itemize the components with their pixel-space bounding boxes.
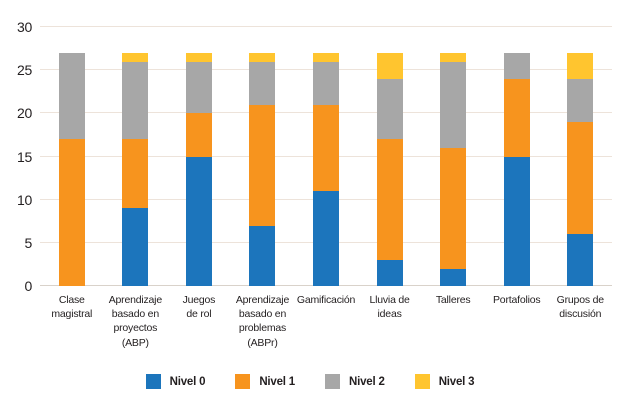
bar-segment [376,260,403,286]
legend-item: Nivel 2 [325,374,385,389]
bar-segment [122,139,149,209]
bar-segment [313,52,340,62]
x-axis-label: Clase magistral [51,294,93,321]
legend-swatch-icon [145,374,161,389]
x-axis-labels: Clase magistral Aprendizaje basado en pro… [40,293,612,350]
bar-segment [567,78,594,122]
y-tick-label: 20 [17,105,32,122]
bar-slot [40,27,104,286]
x-axis-label: Aprendizaje basado en proyectos (ABP) [108,294,162,349]
x-axis-label: Aprendizaje basado en problemas (ABPr) [235,294,290,349]
bar-segment [122,208,149,286]
legend-label: Nivel 1 [259,375,295,388]
gridline-30 [40,26,612,27]
x-axis-label: Gamificación [296,294,356,306]
bar-segment [249,225,276,286]
x-axis-label: Juegos de rol [182,294,216,321]
bar-segment [58,139,85,286]
bar-slot [421,27,485,286]
x-axis-label: Talleres [435,294,471,306]
bar-segment [440,268,467,286]
bar-segment [503,78,530,157]
bar-segment [503,156,530,286]
legend-item: Nivel 3 [414,374,475,389]
bar-slot [104,27,168,286]
bar-stack [567,52,594,286]
bar-segment [249,52,276,62]
y-tick-label: 10 [17,191,32,208]
legend-item: Nivel 1 [235,374,295,389]
bar-stack [58,52,85,286]
bar-segment [249,61,276,105]
y-tick-label: 15 [17,148,32,165]
legend-label: Nivel 0 [169,375,206,388]
legend-label: Nivel 2 [349,375,385,388]
bar-segment [313,191,340,286]
x-axis-label: Portafolios [493,294,541,306]
bar-segment [440,52,467,62]
bar-stack [249,52,276,286]
bar-segment [567,234,594,286]
bar-stack [122,52,149,286]
legend-label: Nivel 3 [438,375,475,388]
x-axis-label: Lluvia de ideas [369,294,410,321]
bar-segment [185,61,212,114]
y-tick-label: 30 [17,19,32,35]
bar-segment [503,52,530,79]
legend-swatch-icon [414,374,430,389]
bar-segment [567,52,594,79]
bar-segment [185,113,212,157]
bar-stack [376,52,403,286]
bar-slot [549,27,613,286]
bar-stack [503,52,530,286]
bar-stack [313,52,340,286]
legend-swatch-icon [325,374,340,389]
legend-swatch-icon [235,374,251,389]
y-tick-label: 25 [17,62,32,79]
bar-segment [185,52,212,62]
bar-segment [313,61,340,105]
bar-segment [440,61,467,148]
bar-slot [231,27,295,286]
y-tick-label: 5 [24,234,33,251]
legend: Nivel 0 Nivel 1 Nivel 2 Nivel 3 [0,374,620,389]
bar-slot [358,27,422,286]
bar-segment [185,156,212,286]
bar-segment [376,78,403,140]
bar-slot [167,27,231,286]
bar-segment [122,61,149,140]
bar-segment [122,52,149,62]
legend-item: Nivel 0 [145,374,206,389]
bar-segment [376,139,403,261]
bar-segment [440,147,467,269]
bar-segment [567,121,594,235]
bar-segment [313,104,340,192]
bar-stack [440,52,467,286]
bar-series [40,27,612,286]
x-axis-label: Grupos de discusión [556,294,604,321]
y-tick-label: 0 [24,278,33,294]
bar-stack [185,52,212,286]
bar-slot [294,27,358,286]
bar-segment [58,52,85,140]
bar-segment [249,104,276,226]
bar-segment [376,52,403,79]
plot-area: 0 5 10 15 20 25 30 [17,19,612,294]
bar-slot [485,27,549,286]
